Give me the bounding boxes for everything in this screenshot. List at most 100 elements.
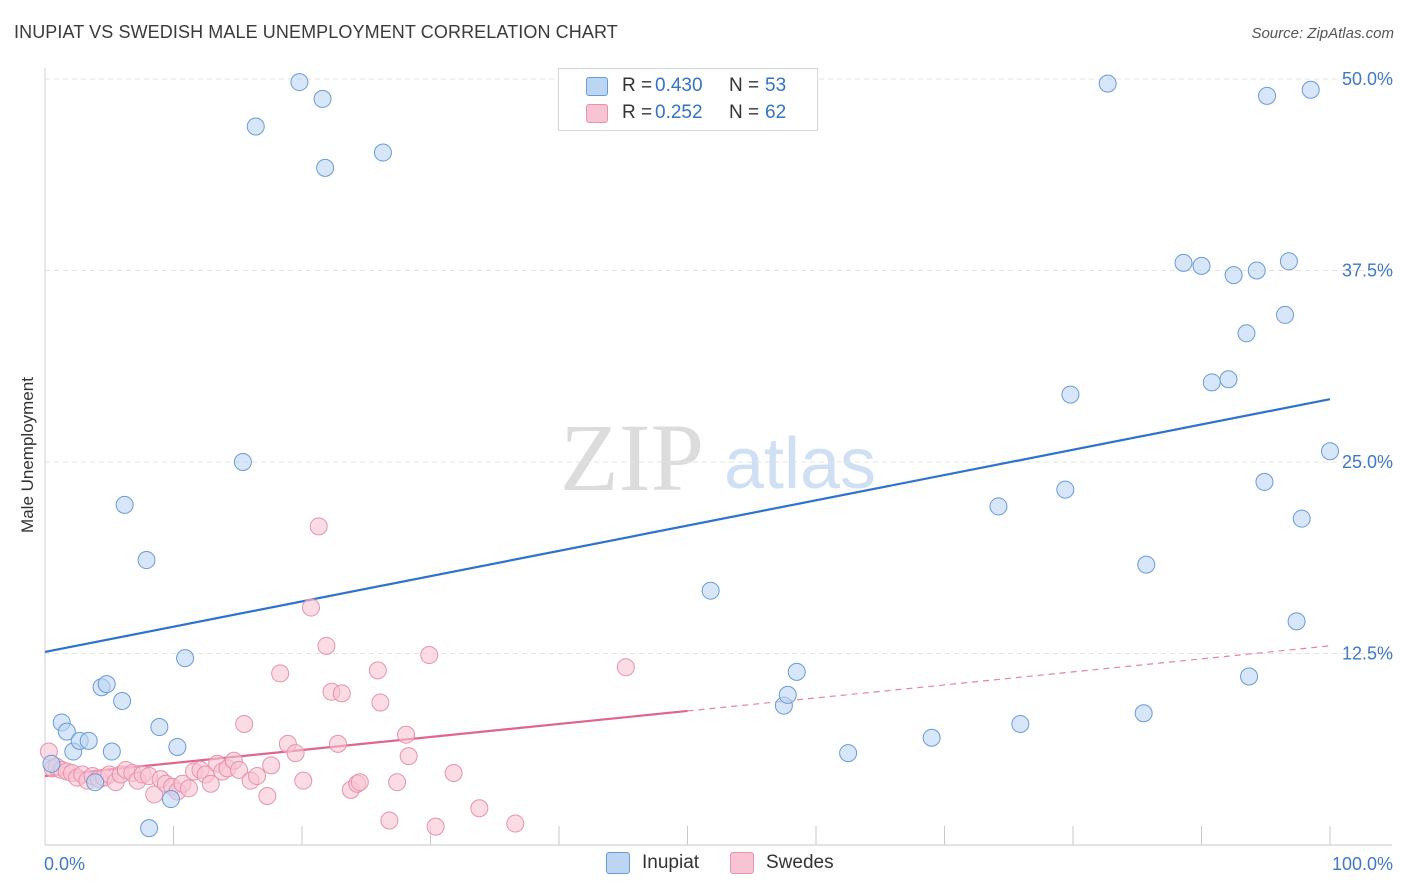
swedes-point <box>286 744 305 763</box>
inupiat-point <box>290 73 309 92</box>
swedes-point <box>399 747 418 766</box>
inupiat-point <box>316 158 335 177</box>
legend-item-swedes[interactable]: Swedes <box>730 852 834 874</box>
inupiat-point <box>1240 667 1259 686</box>
legend-n-value: 62 <box>765 102 787 123</box>
swedes-point <box>230 760 249 779</box>
inupiat-point <box>140 819 159 838</box>
inupiat-point <box>1276 305 1295 324</box>
y-axis-label: Male Unemployment <box>18 377 37 533</box>
legend-label-inupiat: Inupiat <box>642 852 700 873</box>
inupiat-point <box>373 143 392 162</box>
inupiat-point <box>168 737 187 756</box>
trend-lines <box>44 398 1331 778</box>
inupiat-point <box>701 581 720 600</box>
swedes-point <box>616 658 635 677</box>
inupiat-point <box>161 790 180 809</box>
y-tick-label: 12.5% <box>1342 644 1393 664</box>
swedes-point <box>179 779 198 798</box>
swedes-point <box>317 636 336 655</box>
legend-r-label: R = <box>622 75 653 96</box>
legend-n-label: N = <box>729 75 760 96</box>
swedes-point <box>248 767 267 786</box>
swedes-point <box>294 771 313 790</box>
swedes-point <box>420 646 439 665</box>
swedes-trend-line-extension <box>687 645 1331 712</box>
chart-title: INUPIAT VS SWEDISH MALE UNEMPLOYMENT COR… <box>14 22 618 42</box>
swedes-trend-line <box>44 709 688 778</box>
swedes-point <box>470 799 489 818</box>
swedes-point <box>350 773 369 792</box>
legend-r-value: 0.430 <box>655 75 703 96</box>
inupiat-point <box>97 675 116 694</box>
inupiat-point <box>1321 442 1339 461</box>
legend-n-label: N = <box>729 102 760 123</box>
swedes-point <box>235 714 254 733</box>
swedes-point <box>301 598 320 617</box>
legend-row-inupiat: R = 0.430 N = 53 <box>586 73 786 99</box>
inupiat-point <box>1134 704 1153 723</box>
inupiat-point <box>233 453 252 471</box>
inupiat-point <box>922 728 941 747</box>
inupiat-point <box>1098 74 1117 93</box>
legend-swatch-inupiat <box>586 76 608 96</box>
inupiat-point <box>1192 256 1211 275</box>
legend-swatch-inupiat <box>606 852 630 874</box>
inupiat-point <box>1224 266 1243 285</box>
x-tick-label-min: 0.0% <box>44 854 85 874</box>
swedes-point <box>258 786 277 805</box>
inupiat-point <box>839 744 858 763</box>
inupiat-point <box>1287 612 1306 631</box>
inupiat-point <box>1255 472 1274 491</box>
inupiat-point <box>1219 370 1238 389</box>
inupiat-point <box>1202 373 1221 392</box>
legend-r-value: 0.252 <box>655 102 703 123</box>
swedes-point <box>309 517 328 536</box>
inupiat-point <box>246 117 265 136</box>
watermark-zip: ZIP <box>560 404 704 511</box>
swedes-point <box>262 756 281 775</box>
y-tick-label: 50.0% <box>1342 69 1393 89</box>
inupiat-point <box>1292 509 1311 528</box>
inupiat-point <box>1174 253 1193 272</box>
inupiat-trend-line <box>44 398 1331 654</box>
watermark: ZIP atlas <box>560 404 876 511</box>
legend-swatch-swedes <box>586 103 608 123</box>
legend-label-swedes: Swedes <box>766 852 834 873</box>
swedes-point <box>371 693 390 712</box>
inupiat-point <box>787 662 806 681</box>
inupiat-point <box>1237 324 1256 343</box>
swedes-points <box>39 517 635 836</box>
swedes-point <box>332 684 351 703</box>
inupiat-point <box>86 773 105 792</box>
inupiat-point <box>42 754 61 773</box>
legend-r-label: R = <box>622 102 653 123</box>
swedes-point <box>444 763 463 782</box>
swedes-point <box>271 664 290 683</box>
legend-item-inupiat[interactable]: Inupiat <box>606 852 699 874</box>
swedes-point <box>426 817 445 836</box>
swedes-point <box>368 661 387 680</box>
swedes-point <box>145 785 164 804</box>
source-label: Source: ZipAtlas.com <box>1251 25 1394 42</box>
inupiat-point <box>113 691 132 710</box>
swedes-point <box>380 811 399 830</box>
inupiat-point <box>115 495 134 514</box>
inupiat-point <box>1056 480 1075 499</box>
inupiat-point <box>313 89 332 108</box>
inupiat-point <box>176 649 195 668</box>
inupiat-point <box>1279 252 1298 271</box>
axes <box>44 68 1392 846</box>
swedes-point <box>201 774 220 793</box>
inupiat-point <box>1301 80 1320 99</box>
inupiat-point <box>1247 261 1266 280</box>
legend-swatch-swedes <box>730 852 754 874</box>
watermark-atlas: atlas <box>724 424 876 504</box>
tick-labels: 12.5% 25.0% 37.5% 50.0% 0.0% 100.0% <box>44 69 1393 874</box>
inupiat-point <box>1011 714 1030 733</box>
inupiat-point <box>79 731 98 750</box>
inupiat-point <box>150 718 169 737</box>
inupiat-point <box>1258 86 1277 105</box>
inupiat-point <box>1061 385 1080 404</box>
